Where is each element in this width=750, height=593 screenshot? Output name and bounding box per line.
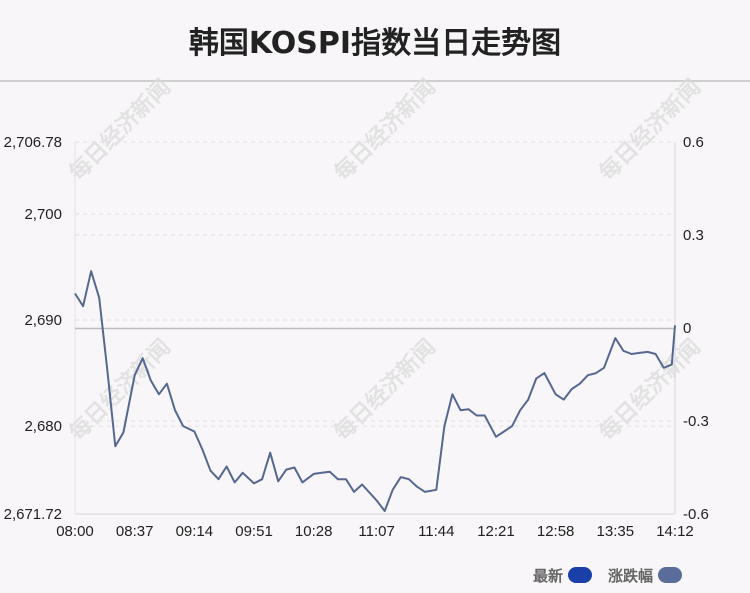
right-tick-label: 0.6 [683,134,704,151]
watermark-text: 每日经济新闻 [329,334,441,446]
x-tick-label: 08:37 [116,523,154,540]
left-axis: 2,706.78 2,700 2,690 2,680 2,671.72 [4,134,62,523]
chart-title: 韩国KOSPI指数当日走势图 [188,26,562,61]
legend-latest: 最新 [533,566,593,585]
x-tick-label: 10:28 [295,523,333,540]
x-tick-label: 14:12 [656,523,694,540]
legend-change-swatch [658,567,683,583]
watermark-text: 每日经济新闻 [64,334,176,446]
x-tick-label: 11:07 [358,523,394,540]
right-axis: 0.6 0.3 0 -0.3 -0.6 [683,134,709,523]
legend-change-label: 涨跌幅 [608,566,654,585]
x-tick-label: 13:35 [597,523,635,540]
x-tick-label: 11:44 [418,523,454,540]
x-tick-label: 09:51 [235,523,273,540]
legend-latest-swatch [568,567,593,583]
right-tick-label: -0.6 [683,506,709,523]
kospi-index-line [74,270,676,512]
legend-latest-label: 最新 [533,566,564,585]
x-axis: 08:00 08:37 09:14 09:51 10:28 11:07 11:44 12:21… [56,523,694,540]
right-tick-label: -0.3 [683,413,709,430]
left-tick-label: 2,700 [24,206,62,223]
x-tick-label: 12:58 [537,523,575,540]
right-tick-label: 0.3 [683,227,704,244]
series-layer [74,270,676,512]
watermark-text: 每日经济新闻 [594,74,706,186]
legend-change: 涨跌幅 [608,566,683,585]
watermark-text: 每日经济新闻 [64,74,176,186]
right-tick-label: 0 [683,320,691,337]
left-tick-label: 2,680 [24,418,62,435]
grid-layer [74,141,676,515]
left-tick-label: 2,671.72 [4,506,62,523]
left-tick-label: 2,690 [24,312,62,329]
x-tick-label: 08:00 [56,523,94,540]
watermark-text: 每日经济新闻 [329,74,441,186]
left-tick-label: 2,706.78 [4,134,62,151]
x-tick-label: 09:14 [176,523,214,540]
x-tick-label: 12:21 [477,523,515,540]
title-divider [0,80,750,82]
